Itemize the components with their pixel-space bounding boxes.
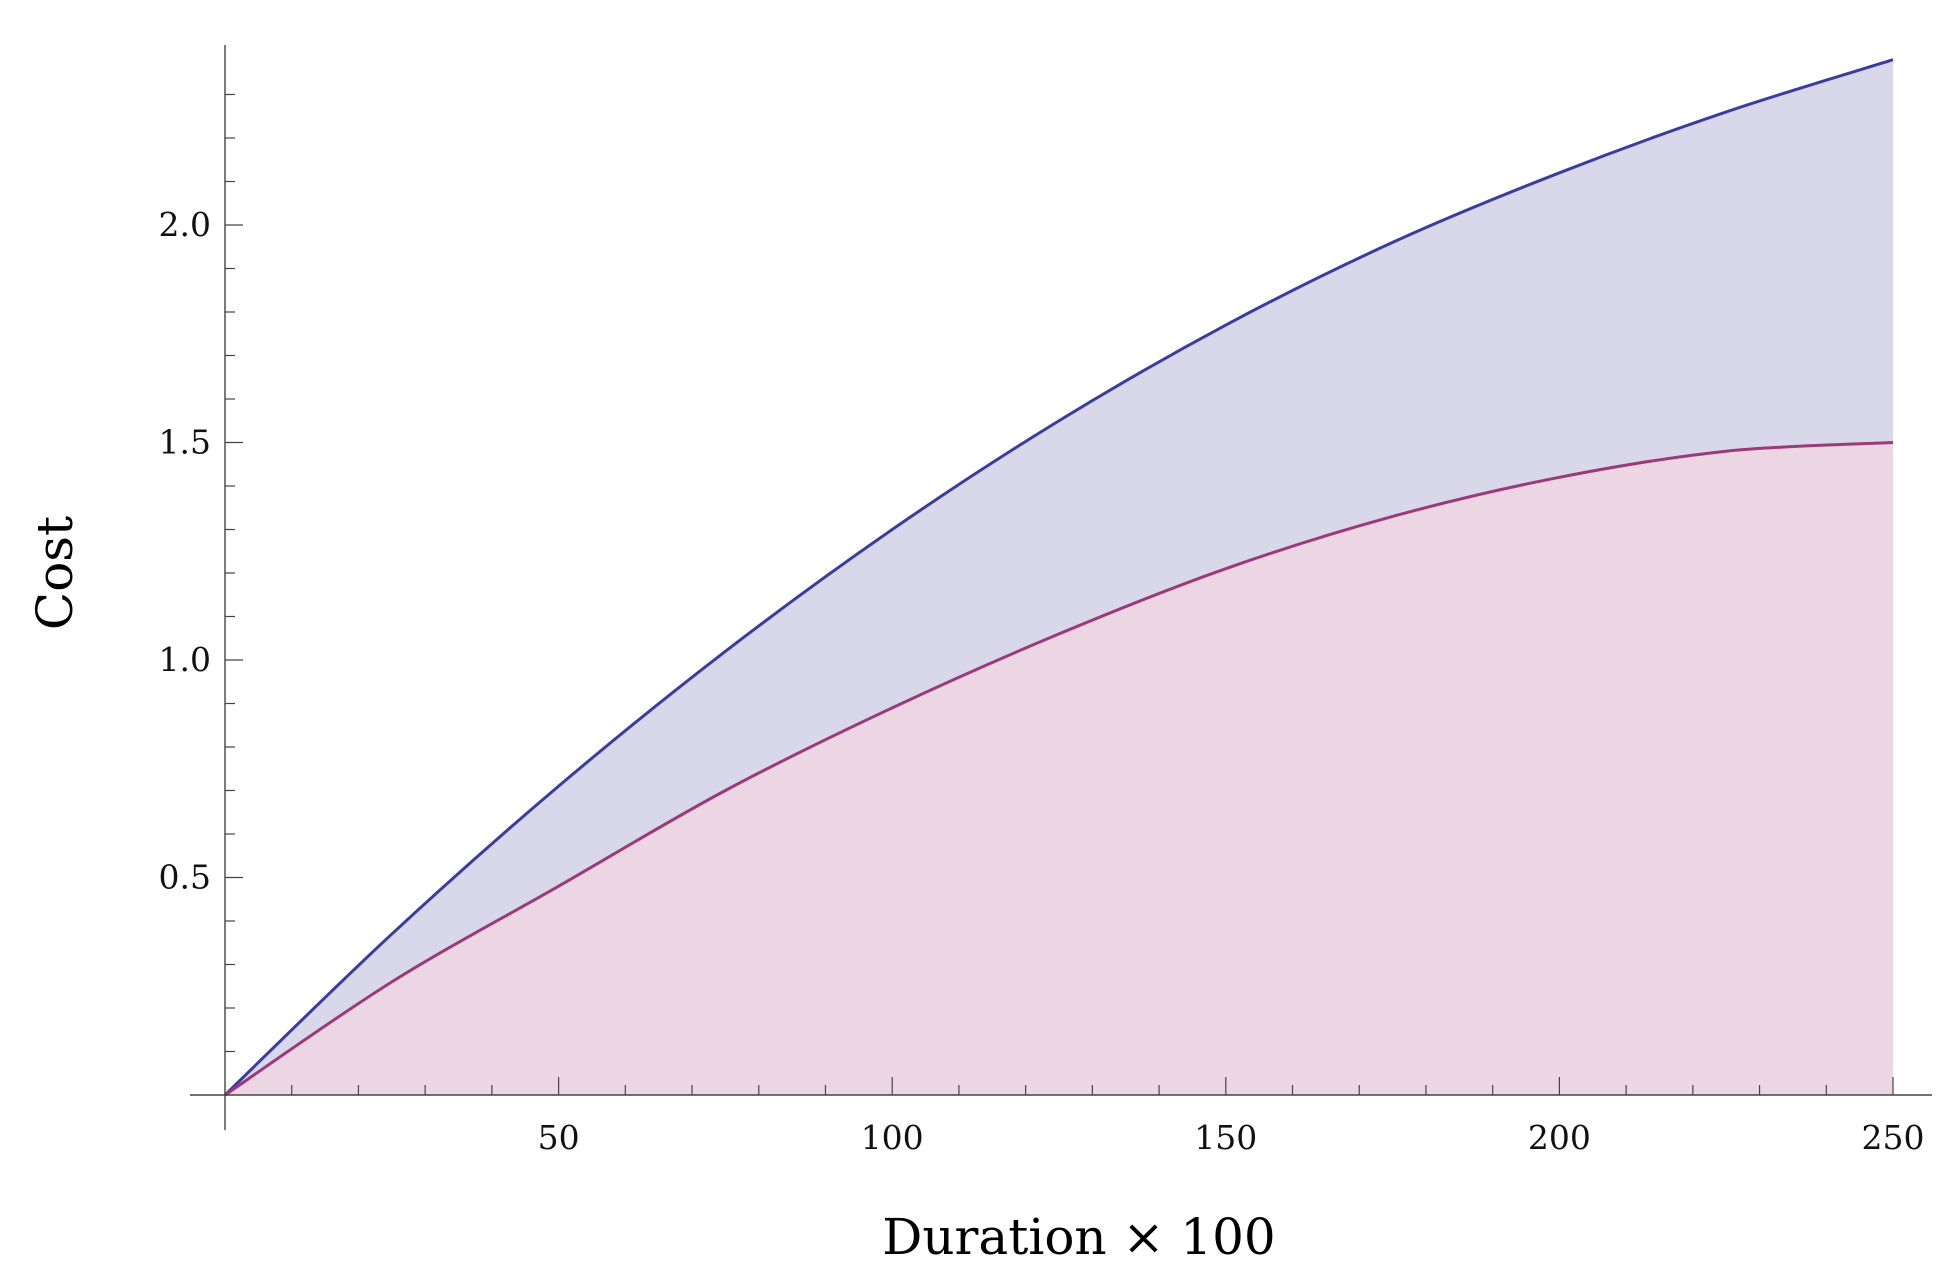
x-axis-title: Duration × 100 <box>882 1208 1276 1266</box>
y-tick-label: 1.5 <box>159 423 211 462</box>
series-2-area <box>225 442 1893 1095</box>
series-1-line <box>223 58 1894 1097</box>
series-fills <box>225 59 1893 1096</box>
axes <box>190 45 1932 1130</box>
series-2-line <box>224 441 1894 1097</box>
x-tick-label: 250 <box>1862 1118 1925 1157</box>
x-tick-label: 150 <box>1194 1118 1257 1157</box>
x-tick-label: 50 <box>538 1118 580 1157</box>
x-tick-label: 100 <box>861 1118 924 1157</box>
y-axis-title: Cost <box>26 516 84 630</box>
y-tick-label: 1.0 <box>159 640 211 679</box>
tick-labels: 50 100 150 200 250 0.5 1.0 1.5 2.0 <box>159 205 1925 1157</box>
x-tick-label: 200 <box>1528 1118 1591 1157</box>
y-tick-label: 0.5 <box>159 858 211 897</box>
y-tick-label: 2.0 <box>159 205 211 244</box>
ticks <box>225 93 1894 1095</box>
series-lines <box>223 58 1894 1097</box>
